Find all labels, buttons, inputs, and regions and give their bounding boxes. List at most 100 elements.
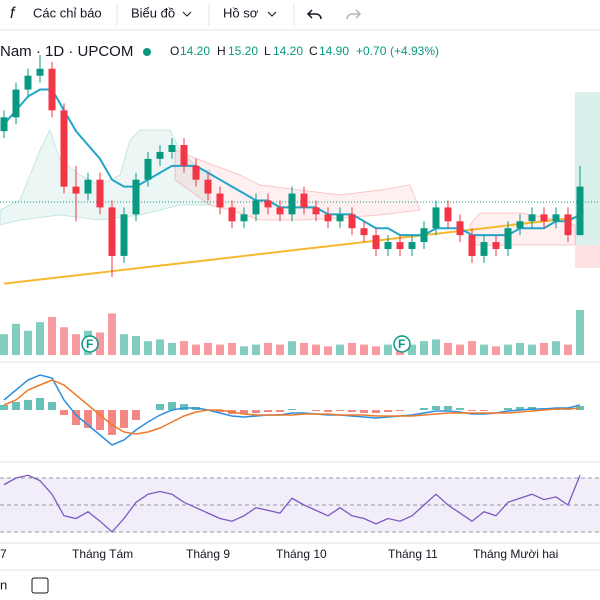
volume-bar (72, 334, 80, 355)
volume-bar (408, 344, 416, 355)
volume-bar (420, 341, 428, 355)
volume-bar (492, 346, 500, 355)
candle-body (276, 207, 284, 215)
macd-hist (348, 410, 356, 412)
volume-bar (120, 334, 128, 355)
undo-icon[interactable] (306, 9, 322, 20)
macd-line (3, 374, 581, 446)
volume-bar (432, 339, 440, 355)
candle-body (36, 68, 44, 76)
candle-body (384, 242, 392, 250)
event-marker[interactable] (393, 335, 411, 353)
profile-button[interactable]: Hồ sơ (223, 5, 259, 20)
candle-body (492, 242, 500, 250)
volume-bar (552, 341, 560, 355)
x-tick-label: Tháng 11 (388, 547, 438, 561)
macd-hist (252, 410, 260, 413)
candle-body (156, 151, 164, 159)
volume-bar (564, 344, 572, 355)
macd-hist (180, 404, 188, 410)
candle-body (192, 165, 200, 180)
volume-bar (312, 344, 320, 355)
volume-bar (60, 327, 68, 355)
volume-bar (0, 334, 8, 355)
volume-bar (12, 323, 20, 355)
cloud (174, 149, 421, 221)
candle-body (336, 214, 344, 222)
candle-body (252, 200, 260, 215)
macd-hist (444, 406, 452, 410)
volume-bar (300, 342, 308, 355)
candle-body (12, 89, 20, 118)
calendar-icon[interactable] (31, 577, 49, 594)
x-tick-label: Tháng 9 (186, 547, 230, 561)
fx-icon[interactable]: f (10, 5, 16, 22)
volume-bar (180, 341, 188, 355)
macd-hist (132, 410, 140, 420)
candle-body (504, 228, 512, 250)
volume-bar (360, 344, 368, 355)
candle-body (324, 214, 332, 222)
candle-body (444, 207, 452, 222)
change-value: +0.70 (356, 44, 387, 58)
macd-hist (216, 410, 224, 412)
candle-body (228, 207, 236, 222)
candle-body (216, 193, 224, 208)
range-label[interactable]: n (0, 577, 7, 592)
event-marker[interactable] (81, 335, 99, 353)
candle-body (240, 214, 248, 222)
macd-hist (288, 409, 296, 410)
candle-body (84, 179, 92, 194)
dropdown-icon (182, 11, 192, 17)
volume-bar (528, 344, 536, 355)
candle-body (528, 214, 536, 222)
volume-bar (264, 342, 272, 355)
volume-bar (204, 342, 212, 355)
candle-body (120, 214, 128, 256)
indicators-button[interactable]: Các chỉ báo (33, 5, 102, 20)
volume-bar (480, 344, 488, 355)
volume-bar (384, 344, 392, 355)
macd-hist (384, 410, 392, 412)
event-marker-icon: F (398, 337, 405, 351)
macd-hist (96, 410, 104, 430)
candle-body (24, 75, 32, 90)
o-label: O (170, 44, 179, 58)
dropdown-icon (267, 11, 277, 17)
redo-icon[interactable] (346, 9, 362, 20)
candle-body (408, 242, 416, 250)
volume-bar (456, 344, 464, 355)
volume-bar (240, 346, 248, 355)
volume-bar (276, 344, 284, 355)
chart-button[interactable]: Biểu đồ (131, 5, 175, 20)
x-tick-label: Tháng Tám (72, 547, 133, 561)
macd-hist (0, 405, 8, 410)
macd-hist (432, 406, 440, 410)
volume-bar (288, 341, 296, 355)
macd-hist (72, 410, 80, 425)
volume-bar (144, 341, 152, 355)
volume-bar (156, 339, 164, 355)
macd-hist (504, 408, 512, 410)
candle-body (348, 214, 356, 229)
candle-body (480, 242, 488, 256)
candle-body (60, 110, 68, 187)
macd-hist (84, 410, 92, 428)
macd-hist (48, 402, 56, 410)
volume-bar (132, 335, 140, 355)
close-value: 14.90 (319, 44, 349, 58)
macd-hist (240, 410, 248, 414)
status-dot (143, 48, 151, 56)
volume-bar (228, 342, 236, 355)
low-value: 14.20 (273, 44, 303, 58)
macd-hist (120, 410, 128, 428)
volume-bar (96, 332, 104, 355)
volume-bar (468, 341, 476, 355)
l-label: L (264, 44, 271, 58)
macd-hist (360, 410, 368, 413)
macd-hist (24, 400, 32, 410)
volume-bar (444, 342, 452, 355)
candle-body (300, 193, 308, 208)
high-value: 15.20 (228, 44, 258, 58)
